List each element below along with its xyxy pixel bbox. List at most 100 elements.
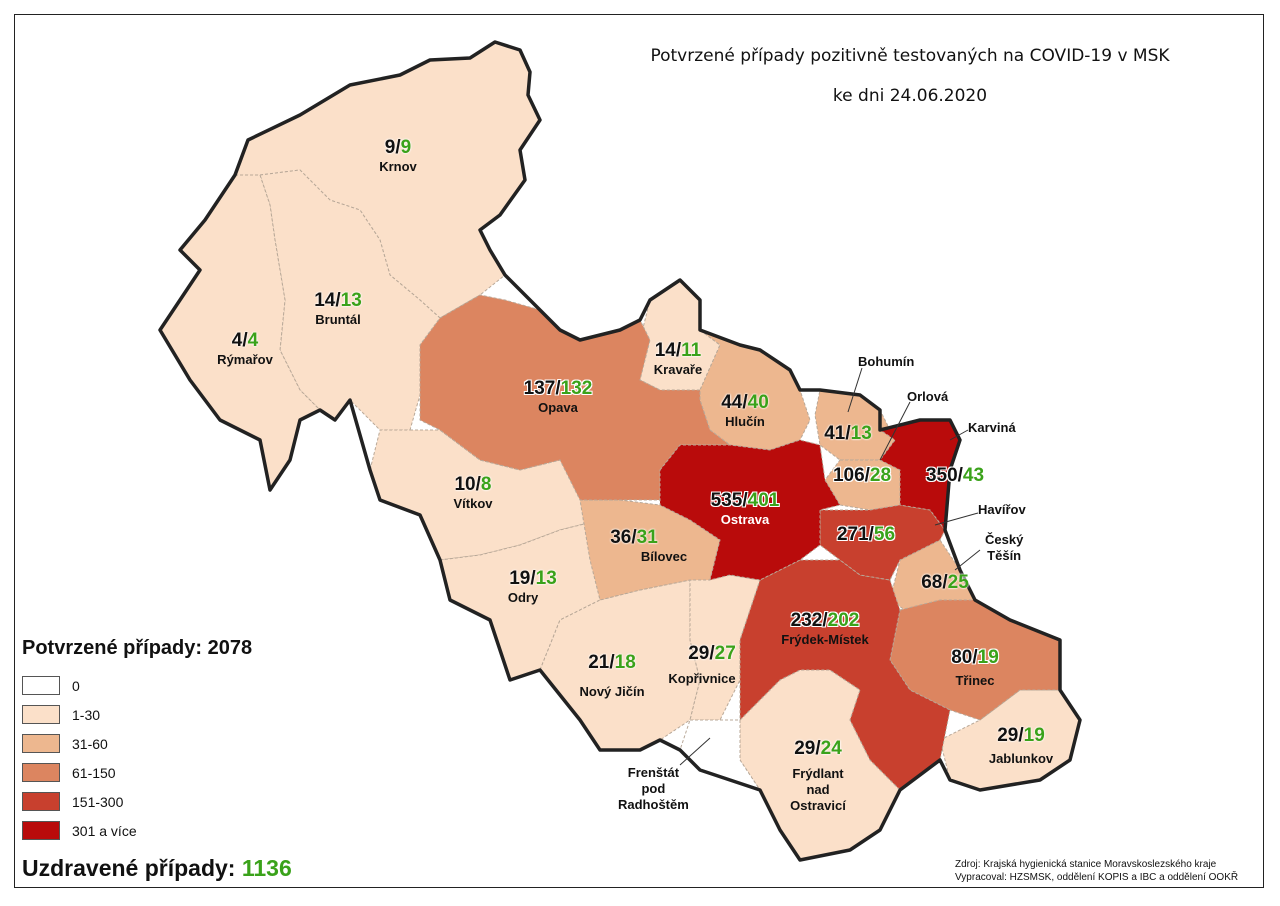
odry-name: Odry (507, 590, 539, 605)
map-date: ke dni 24.06.2020 (832, 86, 988, 106)
callout-line-havirov (934, 512, 979, 526)
karvina-recovered: 43 (962, 465, 985, 486)
jablunkov-recovered: 19 (1023, 725, 1045, 746)
vitkov-recovered: 8 (480, 474, 492, 495)
source-line2: Vypracoval: HZSMSK, oddělení KOPIS a IBC… (955, 872, 1239, 883)
legend-label-2: 31-60 (72, 736, 108, 752)
callout-havirov: Havířov (978, 502, 1026, 517)
trinec-confirmed: 80 (951, 647, 973, 668)
label-hlucin: 44/40 Hlučín (721, 392, 769, 429)
callout-line-bohumin (847, 367, 863, 413)
label-bruntal: 14/13 Bruntál (314, 290, 362, 327)
callout-line-orlova (879, 401, 911, 461)
odry-confirmed: 19 (509, 568, 531, 589)
bilovec-name: Bílovec (640, 549, 688, 564)
karvina-confirmed: 350 (925, 465, 958, 486)
rymarov-confirmed: 4 (231, 330, 243, 351)
cesky-tesin-recovered: 25 (947, 572, 969, 593)
bilovec-confirmed: 36 (610, 527, 632, 548)
orlova-recovered: 28 (869, 465, 892, 486)
label-cesky-tesin-values: 68/25 (921, 572, 969, 593)
legend-label-5: 301 a více (72, 823, 137, 839)
label-orlova-values: 106/28 (832, 465, 892, 486)
frydlant-name-line1: Frýdlant (792, 766, 844, 781)
source-note: Zdroj: Krajská hygienická stanice Moravs… (955, 858, 1238, 884)
bohumin-recovered: 13 (850, 423, 872, 444)
frydlant-name-line3: Ostravicí (790, 798, 846, 813)
callout-bohumin: Bohumín (858, 354, 915, 369)
koprivnice-name: Kopřivnice (668, 671, 736, 686)
frydlant-confirmed: 29 (794, 738, 816, 759)
callout-frenstat: Frenštát pod Radhoštěm (618, 765, 689, 813)
koprivnice-confirmed: 29 (688, 643, 710, 664)
kravare-recovered: 11 (681, 340, 702, 361)
legend-label-0: 0 (72, 678, 80, 694)
bruntal-confirmed: 14 (314, 290, 336, 311)
frydek-mistek-confirmed: 232 (790, 610, 823, 631)
legend-label-1: 1-30 (72, 707, 101, 723)
vitkov-confirmed: 10 (454, 474, 476, 495)
label-koprivnice: 29/27 Kopřivnice (668, 643, 736, 686)
district-frydek-mistek (739, 559, 951, 791)
havirov-confirmed: 271 (836, 524, 869, 545)
label-ostrava: 535/401 Ostrava (710, 490, 780, 527)
novy-jicin-name: Nový Jičín (579, 684, 645, 699)
legend-swatch-0 (22, 676, 60, 695)
legend-swatch-2 (22, 734, 60, 753)
map-title: Potvrzené případy pozitivně testovaných … (650, 46, 1170, 66)
district-havirov (819, 504, 946, 581)
label-bohumin-values: 41/13 (824, 423, 872, 444)
hlucin-confirmed: 44 (721, 392, 743, 413)
hlucin-recovered: 40 (747, 392, 769, 413)
legend-swatch-5 (22, 821, 60, 840)
hlucin-name: Hlučín (725, 414, 765, 429)
odry-recovered: 13 (535, 568, 557, 589)
frydlant-recovered: 24 (820, 738, 842, 759)
novy-jicin-confirmed: 21 (588, 652, 610, 673)
callout-cesky-tesin: Český Těšín (985, 532, 1023, 564)
opava-confirmed: 137 (523, 378, 556, 399)
callout-karvina: Karviná (968, 420, 1016, 435)
ostrava-confirmed: 535 (710, 490, 743, 511)
label-karvina-values: 350/43 (925, 465, 985, 486)
legend-label-3: 61-150 (72, 765, 116, 781)
region-outline (158, 40, 1082, 862)
recovered-total: Uzdravené případy: 1136 (22, 855, 292, 882)
legend-label-4: 151-300 (72, 794, 124, 810)
kravare-name: Kravaře (653, 362, 703, 377)
cesky-tesin-confirmed: 68 (921, 572, 943, 593)
krnov-name: Krnov (379, 159, 417, 174)
district-odry (439, 519, 621, 681)
frenstat-line1: Frenštát (627, 765, 680, 780)
vitkov-name: Vítkov (453, 496, 493, 511)
label-frydek-mistek: 232/202 Frýdek-Místek (781, 610, 869, 647)
trinec-recovered: 19 (977, 647, 999, 668)
callout-orlova: Orlová (907, 389, 949, 404)
label-jablunkov: 29/19 Jablunkov (988, 725, 1054, 766)
ostrava-name: Ostrava (720, 512, 770, 527)
frydlant-name-line2: nad (806, 782, 830, 797)
legend-swatch-3 (22, 763, 60, 782)
havirov-recovered: 56 (873, 524, 896, 545)
frydek-mistek-name: Frýdek-Místek (781, 632, 869, 647)
kravare-confirmed: 14 (654, 340, 676, 361)
label-vitkov: 10/8 Vítkov (453, 474, 493, 511)
opava-recovered: 132 (560, 378, 593, 399)
callout-line-frenstat (679, 737, 711, 766)
krnov-confirmed: 9 (384, 137, 396, 158)
district-ostrava (659, 439, 841, 581)
bohumin-confirmed: 41 (824, 423, 846, 444)
label-rymarov: 4/4 Rýmařov (217, 330, 273, 367)
label-novy-jicin: 21/18 Nový Jičín (579, 652, 645, 699)
opava-name: Opava (538, 400, 578, 415)
recovered-value: 1136 (241, 855, 292, 881)
label-bilovec: 36/31 Bílovec (610, 527, 688, 564)
bruntal-recovered: 13 (340, 290, 362, 311)
label-odry: 19/13 Odry (507, 568, 557, 605)
callout-line-cesky-tesin (954, 549, 981, 571)
jablunkov-name: Jablunkov (988, 751, 1054, 766)
legend-swatch-1 (22, 705, 60, 724)
map-frame (14, 14, 1264, 888)
frydek-mistek-recovered: 202 (827, 610, 860, 631)
